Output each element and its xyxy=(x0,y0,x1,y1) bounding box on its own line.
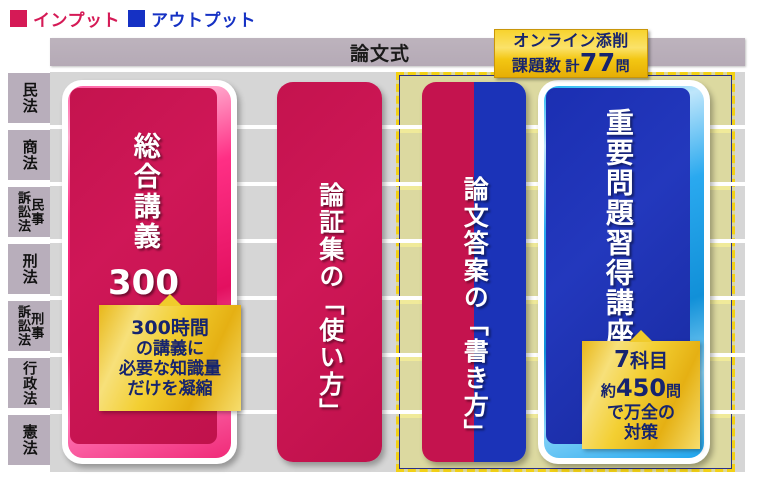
callout-row: の講義に xyxy=(136,339,204,360)
row-separator xyxy=(50,353,745,357)
card-title-juyo-mondai: 重要問題習得講座 xyxy=(601,108,635,348)
card-number-300: 300 xyxy=(108,263,179,303)
course-card-ronbun-toan-kakikata[interactable]: 論文答案の「書き方」 xyxy=(422,82,526,462)
legend-item-output: アウトプット xyxy=(128,6,256,31)
course-card-ronshoshu-tsukaikata[interactable]: 論証集の「使い方」 xyxy=(277,82,382,462)
badge-mon: 問 xyxy=(615,58,631,75)
callout-row: 対策 xyxy=(624,422,658,443)
badge-line1: オンライン添削 xyxy=(513,31,629,51)
badge-kadaisu: 課題数 xyxy=(511,55,562,75)
callout-row: で万全の xyxy=(607,402,675,423)
subject-cell-shoho: 商法 xyxy=(8,130,50,180)
legend-label-input: インプット xyxy=(33,11,120,31)
callout-juyo-mondai: 7科目 約450問 で万全の 対策 xyxy=(582,330,700,449)
subject-cell-kenpo: 憲法 xyxy=(8,415,50,465)
row-separator xyxy=(50,410,745,414)
callout-row: だけを凝縮 xyxy=(127,379,213,400)
subject-cell-gyoseiho: 行政法 xyxy=(8,358,50,408)
row-separator xyxy=(50,239,745,243)
subject-cell-minpo: 民法 xyxy=(8,73,50,123)
badge-line2: 課題数 計 77 問 xyxy=(512,50,630,75)
legend-item-input: インプット xyxy=(10,6,120,31)
callout-row: 約450問 xyxy=(600,374,682,403)
subject-cell-minji-sosho: 訴訟法 民事 xyxy=(8,187,50,237)
callout-row: 必要な知識量 xyxy=(119,359,221,380)
callout-sogo-kogi: 300時間 の講義に 必要な知識量 だけを凝縮 xyxy=(99,294,241,411)
subject-cell-keiho: 刑法 xyxy=(8,244,50,294)
input-swatch-icon xyxy=(10,10,27,27)
badge-count: 77 xyxy=(579,47,616,77)
online-correction-badge: オンライン添削 課題数 計 77 問 xyxy=(494,29,648,78)
card-title-ronbun-toan: 論文答案の「書き方」 xyxy=(460,176,490,446)
callout-row: 7科目 xyxy=(613,347,669,374)
output-swatch-icon xyxy=(128,10,145,27)
row-separator xyxy=(50,296,745,300)
subject-cell-keiji-sosho: 訴訟法 刑事 xyxy=(8,301,50,351)
card-title-sogo-kogi: 総合講義 xyxy=(128,132,160,252)
row-separator xyxy=(50,182,745,186)
subject-column: 民法 商法 訴訟法 民事 刑法 訴訟法 刑事 行政法 憲法 xyxy=(8,72,50,472)
header-bar-label: 論文式 xyxy=(349,42,410,65)
legend-label-output: アウトプット xyxy=(151,11,256,31)
card-title-ronshoshu: 論証集の「使い方」 xyxy=(315,182,345,425)
row-separator xyxy=(50,125,745,129)
callout-row: 300時間 xyxy=(131,316,209,339)
legend: インプット アウトプット xyxy=(10,6,256,31)
badge-kei: 計 xyxy=(565,58,580,75)
